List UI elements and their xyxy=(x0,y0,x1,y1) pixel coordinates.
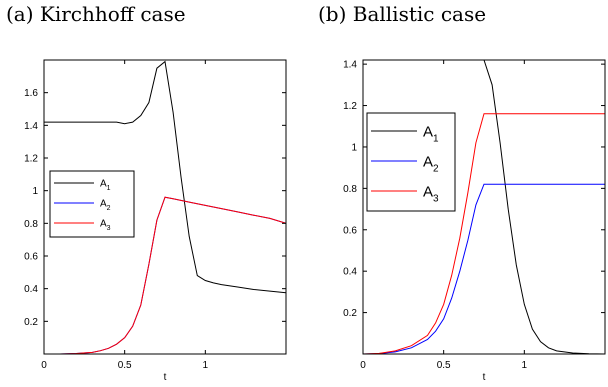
x-tick-label-b: 0 xyxy=(360,360,366,371)
series-line-a3-a xyxy=(44,196,286,354)
y-tick-label-a: 0.6 xyxy=(24,252,38,263)
y-tick-label-b: 0.4 xyxy=(343,267,357,278)
legend-subscript-a: 2 xyxy=(107,205,111,212)
series-line-a2-b xyxy=(363,183,605,354)
y-tick-label-b: 1 xyxy=(351,142,357,153)
legend-label-a2-a: A2 xyxy=(100,199,111,213)
legend-box-a xyxy=(49,170,135,238)
legend-subscript-b: 3 xyxy=(433,194,439,205)
x-tick-label-a: 1 xyxy=(203,360,209,371)
y-tick-label-b: 0.8 xyxy=(343,184,357,195)
chart-a: 0 0.5 1 0.2 0.4 0.6 0.8 1 1.2 1.4 1.6 t A1 A2 A3 xyxy=(24,59,287,383)
y-tick-label-a: 1.6 xyxy=(24,88,38,99)
x-axis-label-b: t xyxy=(483,372,486,383)
legend-subscript-b: 2 xyxy=(433,164,439,175)
legend-a: A1 A2 A3 xyxy=(49,170,135,238)
legend-box-b xyxy=(366,112,456,212)
series-line-a3-b xyxy=(363,113,605,354)
caption-kirchhoff: (a) Kirchhoff case xyxy=(6,2,186,26)
legend-subscript-a: 3 xyxy=(107,225,111,232)
x-tick-label-a: 0.5 xyxy=(118,360,132,371)
legend-label-a3-a: A3 xyxy=(100,219,111,233)
plot-frame-a xyxy=(43,59,287,355)
series-line-a1-a xyxy=(44,60,286,294)
x-tick-label-a: 0 xyxy=(41,360,47,371)
caption-ballistic: (b) Ballistic case xyxy=(318,2,487,26)
series-line-a1-b xyxy=(483,60,605,354)
x-tick-label-b: 0.5 xyxy=(437,360,451,371)
y-tick-label-a: 0.2 xyxy=(24,317,38,328)
legend-subscript-a: 1 xyxy=(107,185,111,192)
x-tick-label-b: 1 xyxy=(522,360,528,371)
y-tick-label-a: 1 xyxy=(32,186,38,197)
y-tick-label-b: 0.2 xyxy=(343,308,357,319)
plot-frame-b xyxy=(362,59,606,355)
y-tick-label-a: 1.4 xyxy=(24,121,38,132)
legend-label-a1-a: A1 xyxy=(100,179,111,193)
legend-subscript-b: 1 xyxy=(433,134,439,145)
x-axis-label-a: t xyxy=(164,372,167,383)
y-tick-label-b: 0.6 xyxy=(343,225,357,236)
y-tick-label-a: 1.2 xyxy=(24,154,38,165)
y-tick-label-a: 0.4 xyxy=(24,284,38,295)
y-tick-label-b: 1.2 xyxy=(343,101,357,112)
y-tick-label-a: 0.8 xyxy=(24,219,38,230)
y-tick-label-b: 1.4 xyxy=(343,60,357,71)
